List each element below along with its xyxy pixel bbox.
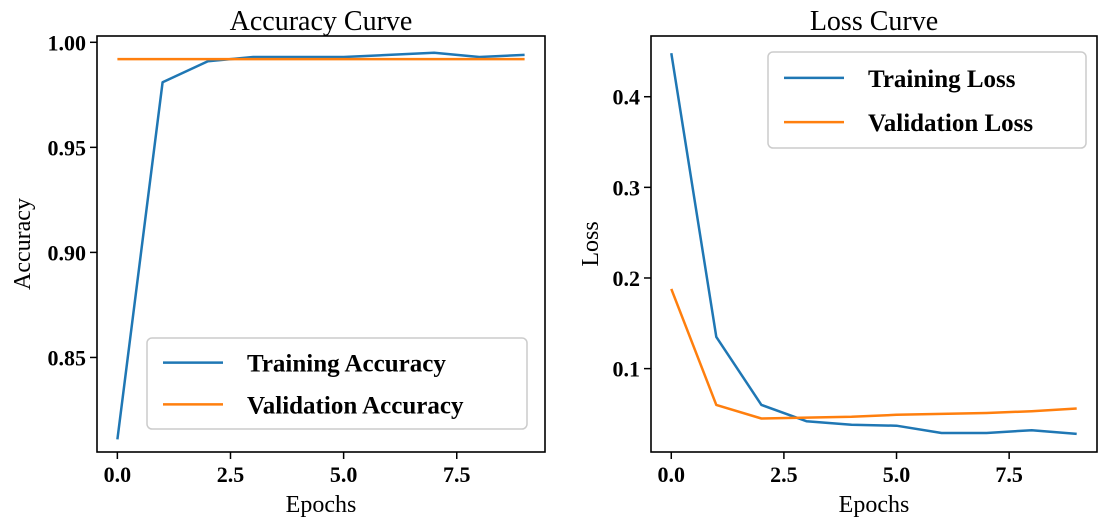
x-tick-label: 7.5 (995, 462, 1023, 487)
chart-0: Accuracy Curve 0.0 2.5 5.0 7.5 0.85 0.90 0.95 1.… (10, 6, 546, 518)
legend-entry: Training Accuracy (247, 351, 446, 378)
x-tick-label: 0.0 (104, 462, 132, 487)
x-tick-label: 5.0 (330, 462, 358, 487)
y-axis-label: Loss (578, 221, 604, 266)
legend-entry: Validation Loss (868, 110, 1033, 137)
y-axis-label: Accuracy (10, 198, 36, 290)
y-tick-label: 0.3 (613, 175, 641, 200)
x-tick-label: 2.5 (770, 462, 798, 487)
series-group (670, 53, 1077, 436)
x-axis-label: Epochs (286, 492, 357, 518)
legend-entry: Validation Accuracy (247, 392, 464, 419)
y-tick-label: 0.90 (48, 240, 87, 265)
y-tick-label: 0.4 (613, 85, 641, 110)
legend-box (146, 337, 528, 430)
y-tick-label: 0.95 (48, 135, 87, 160)
y-tick-label: 0.85 (48, 345, 87, 370)
series-line-training-loss (670, 53, 1077, 436)
x-tick-label: 5.0 (883, 462, 911, 487)
x-tick-label: 2.5 (217, 462, 245, 487)
legend-entry: Training Loss (868, 66, 1016, 93)
legend-box (767, 51, 1087, 149)
y-tick-label: 0.1 (613, 357, 641, 382)
chart-title: Loss Curve (810, 6, 938, 37)
chart-title: Accuracy Curve (230, 6, 413, 37)
series-line-validation-loss (670, 288, 1077, 420)
plot-frame (96, 35, 546, 453)
legend: Training Accuracy Validation Accuracy (146, 337, 528, 430)
y-tick-label: 1.00 (48, 30, 87, 55)
series-group (116, 51, 525, 440)
x-axis-label: Epochs (839, 492, 910, 518)
chart-1: Loss Curve 0.0 2.5 5.0 7.5 0.1 0.2 0.3 0.4 Epochs… (578, 6, 1098, 518)
series-line-training-accuracy (116, 51, 525, 440)
x-tick-label: 0.0 (658, 462, 686, 487)
plot-frame (650, 35, 1098, 453)
y-tick-label: 0.2 (613, 266, 641, 291)
x-tick-label: 7.5 (443, 462, 471, 487)
legend: Training Loss Validation Loss (767, 51, 1087, 149)
